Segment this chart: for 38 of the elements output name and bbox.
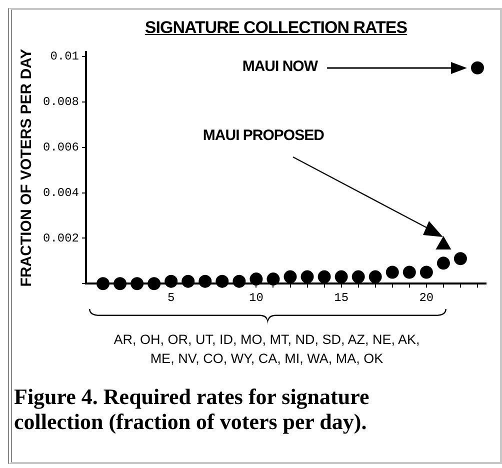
point [420,266,433,279]
x-tick-label: 20 [419,290,434,305]
point [96,277,110,290]
point [284,270,297,284]
point [198,274,212,288]
point [352,270,365,284]
y-axis-title: FRACTION OF VOTERS PER DAY [18,48,36,287]
point [470,61,484,74]
point [386,266,399,279]
caption: Figure 4. Required rates for signature collection (fraction of voters per day). [13,384,370,434]
point [454,252,467,266]
y-tick-label: 0.002 [42,231,80,246]
point [334,270,348,284]
point [250,272,263,286]
point [368,270,382,284]
point [216,274,229,288]
point [300,270,314,284]
point [164,274,178,288]
y-tick-label: 0.01 [50,50,80,64]
point [318,270,331,284]
text: AR, OH, OR, UT, ID, MO, MT, ND, SD, AZ, NE, AK, ME, NV, CO, WY, CA, MI, WA, MA, OK [112,330,421,368]
y-tick-label: 0.006 [42,140,80,155]
x-tick-label: 5 [168,290,175,305]
point [148,277,161,290]
point [114,277,127,290]
point [436,256,450,270]
point [182,274,195,288]
point [402,266,416,279]
y-tick-label: 0.008 [42,95,80,110]
chart-title: SIGNATURE COLLECTION RATES [144,18,408,38]
y-tick-label: 0.004 [42,186,80,200]
point [130,277,144,290]
point [232,274,246,288]
point [266,272,280,286]
annotation: MAUI NOW [241,58,318,75]
annotation: MAUI PROPOSED [202,127,325,144]
x-tick-label: 15 [334,290,349,305]
x-tick-label: 10 [249,290,264,305]
